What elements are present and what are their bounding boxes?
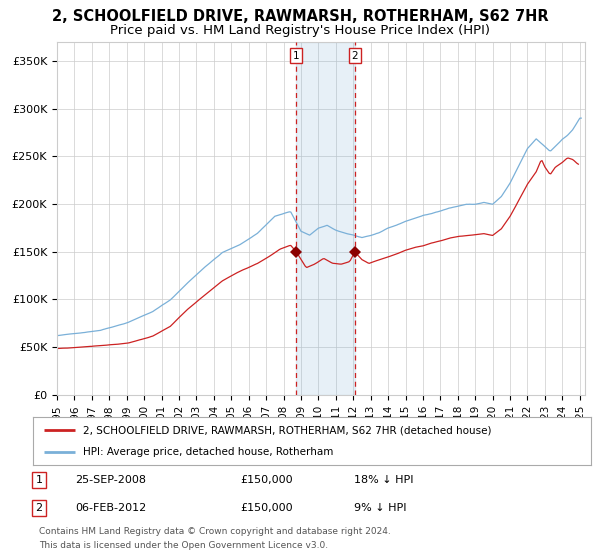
Text: 1: 1 (35, 475, 43, 485)
Text: 9% ↓ HPI: 9% ↓ HPI (354, 503, 407, 513)
Text: 2, SCHOOLFIELD DRIVE, RAWMARSH, ROTHERHAM, S62 7HR: 2, SCHOOLFIELD DRIVE, RAWMARSH, ROTHERHA… (52, 9, 548, 24)
Text: 06-FEB-2012: 06-FEB-2012 (75, 503, 146, 513)
Text: £150,000: £150,000 (240, 503, 293, 513)
Text: 25-SEP-2008: 25-SEP-2008 (75, 475, 146, 485)
Text: 18% ↓ HPI: 18% ↓ HPI (354, 475, 413, 485)
Text: HPI: Average price, detached house, Rotherham: HPI: Average price, detached house, Roth… (83, 447, 334, 457)
Text: Contains HM Land Registry data © Crown copyright and database right 2024.: Contains HM Land Registry data © Crown c… (39, 528, 391, 536)
Text: 2: 2 (352, 51, 358, 61)
Text: This data is licensed under the Open Government Licence v3.0.: This data is licensed under the Open Gov… (39, 542, 328, 550)
Text: Price paid vs. HM Land Registry's House Price Index (HPI): Price paid vs. HM Land Registry's House … (110, 24, 490, 36)
Text: £150,000: £150,000 (240, 475, 293, 485)
Text: 1: 1 (293, 51, 299, 61)
Text: 2: 2 (35, 503, 43, 513)
Bar (296, 42, 355, 395)
Text: 2, SCHOOLFIELD DRIVE, RAWMARSH, ROTHERHAM, S62 7HR (detached house): 2, SCHOOLFIELD DRIVE, RAWMARSH, ROTHERHA… (83, 425, 492, 435)
